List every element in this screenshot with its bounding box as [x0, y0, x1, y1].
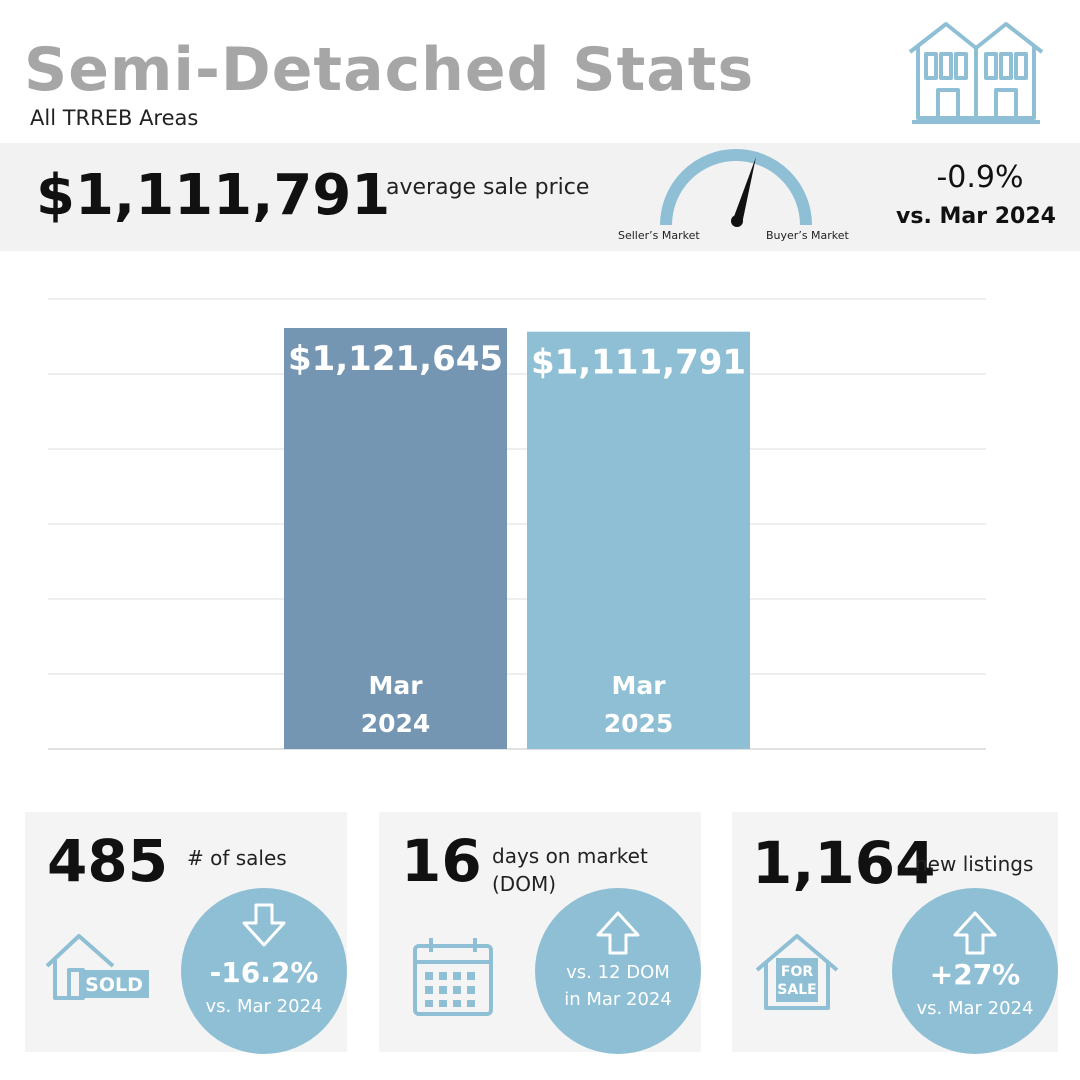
- for-sale-text-1: FOR: [781, 964, 813, 980]
- chart-bar: [527, 331, 750, 749]
- average-price-value: $1,111,791: [36, 163, 391, 228]
- chart-bar: [284, 328, 507, 749]
- sales-value: 485: [47, 827, 169, 895]
- price-bar-chart: $1,121,645 Mar 2024 $1,111,791 Mar 2025: [48, 298, 986, 750]
- for-sale-text-2: SALE: [777, 982, 816, 998]
- sales-card: 485 # of sales SOLD -16.2% vs. Mar 2024: [25, 812, 347, 1054]
- arrow-down-icon: [242, 903, 286, 947]
- bar-category-label: Mar: [611, 671, 666, 700]
- for-sale-house-icon: FOR SALE: [755, 934, 839, 1010]
- page-title: Semi-Detached Stats: [24, 35, 755, 105]
- listings-change-comparison: vs. Mar 2024: [916, 998, 1034, 1019]
- bar-category-label: 2025: [604, 709, 674, 738]
- price-change-value: -0.9%: [936, 160, 1024, 195]
- listings-change-value: +27%: [929, 958, 1021, 991]
- dom-comparison-line1: vs. 12 DOM: [566, 962, 670, 983]
- arrow-up-icon: [596, 911, 640, 955]
- listings-value: 1,164: [752, 829, 936, 897]
- bar-value-label: $1,111,791: [531, 343, 746, 383]
- sales-change-comparison: vs. Mar 2024: [205, 996, 323, 1017]
- dom-comparison-line2: in Mar 2024: [564, 989, 672, 1010]
- calendar-icon: [413, 938, 493, 1016]
- bar-value-label: $1,121,645: [288, 339, 503, 379]
- bar-category-label: 2024: [361, 709, 431, 738]
- sales-label: # of sales: [187, 846, 287, 870]
- market-gauge: [660, 149, 812, 227]
- dom-change-circle: vs. 12 DOM in Mar 2024: [535, 888, 701, 1054]
- arrow-up-icon: [953, 911, 997, 955]
- bar-category-label: Mar: [368, 671, 423, 700]
- listings-card: 1,164 new listings FOR SALE +27% vs. Mar…: [732, 812, 1058, 1054]
- page-subtitle: All TRREB Areas: [30, 106, 199, 130]
- sales-change-value: -16.2%: [209, 956, 319, 989]
- summary-band: [0, 143, 1080, 251]
- price-change-comparison: vs. Mar 2024: [896, 204, 1056, 229]
- gauge-needle: [732, 157, 756, 224]
- dom-card: 16 days on market (DOM) vs. 12 DOM in Ma…: [379, 812, 701, 1054]
- average-price-label: average sale price: [386, 175, 590, 200]
- sold-icon-text: SOLD: [85, 974, 143, 996]
- dom-label: days on market (DOM): [492, 844, 648, 896]
- gauge-arc: [660, 149, 812, 226]
- sold-house-icon: SOLD: [45, 934, 149, 1000]
- dom-value: 16: [401, 827, 482, 895]
- gauge-right-label: Buyer’s Market: [766, 229, 849, 242]
- semi-detached-house-icon: [908, 22, 1044, 124]
- sales-change-circle: -16.2% vs. Mar 2024: [181, 888, 347, 1054]
- listings-label: new listings: [915, 852, 1034, 876]
- gauge-left-label: Seller’s Market: [618, 229, 700, 242]
- gauge-hub: [731, 215, 743, 227]
- listings-change-circle: +27% vs. Mar 2024: [892, 888, 1058, 1054]
